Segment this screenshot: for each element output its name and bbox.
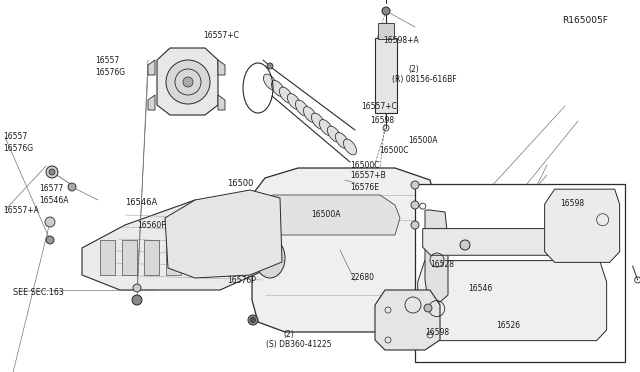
- Text: (2): (2): [408, 65, 419, 74]
- Ellipse shape: [264, 74, 276, 90]
- Ellipse shape: [303, 107, 317, 122]
- Polygon shape: [122, 240, 137, 275]
- Circle shape: [382, 7, 390, 15]
- Circle shape: [68, 183, 76, 191]
- Polygon shape: [375, 290, 440, 350]
- Text: R165005F: R165005F: [562, 16, 608, 25]
- Ellipse shape: [335, 132, 349, 148]
- Polygon shape: [425, 210, 448, 302]
- Polygon shape: [252, 168, 435, 332]
- Text: 16598: 16598: [560, 199, 584, 208]
- Text: 16560F: 16560F: [138, 221, 166, 230]
- Text: 16598: 16598: [425, 328, 449, 337]
- Text: 16557+A: 16557+A: [3, 206, 39, 215]
- Ellipse shape: [271, 81, 285, 96]
- Text: 22680: 22680: [351, 273, 375, 282]
- Polygon shape: [144, 240, 159, 275]
- Polygon shape: [100, 240, 115, 275]
- Text: 16576G: 16576G: [3, 144, 33, 153]
- Ellipse shape: [344, 139, 356, 155]
- Text: (R) 08156-616BF: (R) 08156-616BF: [392, 76, 456, 84]
- Circle shape: [166, 60, 210, 104]
- Polygon shape: [157, 48, 218, 115]
- Ellipse shape: [280, 87, 292, 103]
- Polygon shape: [545, 189, 620, 262]
- Circle shape: [411, 221, 419, 229]
- Circle shape: [248, 315, 258, 325]
- Circle shape: [411, 201, 419, 209]
- Circle shape: [424, 304, 432, 312]
- Text: 16546: 16546: [468, 284, 493, 293]
- Polygon shape: [82, 200, 265, 290]
- Text: 16557+C: 16557+C: [203, 31, 239, 40]
- Ellipse shape: [328, 126, 340, 142]
- Bar: [375, 38, 397, 113]
- Text: 16526: 16526: [496, 321, 520, 330]
- Text: 16557+C: 16557+C: [362, 102, 397, 110]
- Text: 16557: 16557: [95, 56, 119, 65]
- Text: 16546A: 16546A: [40, 196, 69, 205]
- Ellipse shape: [255, 238, 285, 278]
- Polygon shape: [218, 60, 225, 75]
- Circle shape: [132, 295, 142, 305]
- Circle shape: [411, 181, 419, 189]
- Text: (2): (2): [284, 330, 294, 339]
- Text: 16576G: 16576G: [95, 68, 125, 77]
- Circle shape: [250, 317, 255, 323]
- Polygon shape: [418, 261, 607, 341]
- Text: 16546A: 16546A: [125, 198, 157, 207]
- Text: SEE SEC.163: SEE SEC.163: [13, 288, 63, 296]
- Circle shape: [183, 77, 193, 87]
- Ellipse shape: [296, 100, 308, 116]
- Polygon shape: [255, 195, 400, 235]
- Text: 16598: 16598: [370, 116, 394, 125]
- Bar: [378, 23, 394, 39]
- Polygon shape: [218, 95, 225, 110]
- Polygon shape: [148, 95, 155, 110]
- Circle shape: [45, 217, 55, 227]
- Text: 16500A: 16500A: [408, 136, 438, 145]
- Text: 16500A: 16500A: [312, 210, 341, 219]
- Text: 16557: 16557: [3, 132, 28, 141]
- Ellipse shape: [319, 119, 333, 135]
- Text: 16500C: 16500C: [350, 161, 380, 170]
- Circle shape: [133, 284, 141, 292]
- Circle shape: [460, 240, 470, 250]
- Ellipse shape: [287, 94, 301, 109]
- Polygon shape: [423, 228, 605, 255]
- Text: 16500: 16500: [227, 179, 253, 187]
- Text: 16576E: 16576E: [350, 183, 379, 192]
- Circle shape: [267, 63, 273, 69]
- Circle shape: [46, 236, 54, 244]
- Polygon shape: [188, 240, 203, 275]
- Text: 16577: 16577: [40, 185, 64, 193]
- Polygon shape: [148, 60, 155, 75]
- Polygon shape: [165, 190, 282, 278]
- Polygon shape: [166, 240, 181, 275]
- Text: 16500C: 16500C: [379, 146, 408, 155]
- Circle shape: [49, 169, 55, 175]
- Bar: [415, 184, 625, 362]
- Text: 16576P: 16576P: [227, 276, 256, 285]
- Ellipse shape: [312, 113, 324, 129]
- Circle shape: [46, 166, 58, 178]
- Text: (S) DB360-41225: (S) DB360-41225: [266, 340, 331, 349]
- Text: 16528: 16528: [430, 260, 454, 269]
- Text: 16557+B: 16557+B: [350, 171, 386, 180]
- Text: 16598+A: 16598+A: [383, 36, 419, 45]
